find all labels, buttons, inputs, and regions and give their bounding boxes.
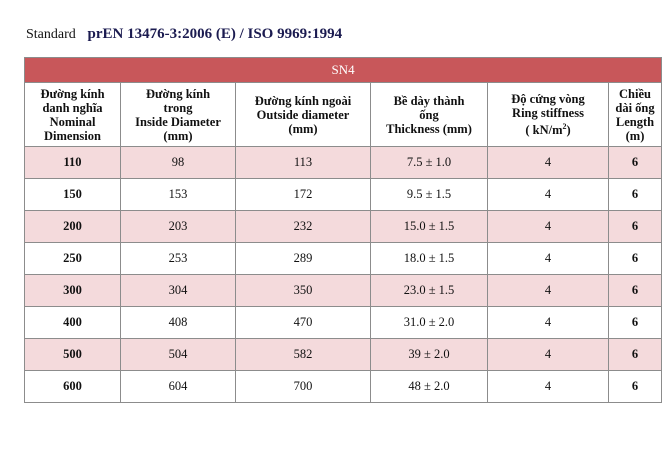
header-line: (mm) (163, 128, 193, 143)
cell-nominal-dimension: 110 (24, 146, 121, 179)
cell-ring-stiffness: 4 (487, 178, 609, 211)
header-line: ( kN/m2) (488, 120, 608, 137)
cell-nominal-dimension: 400 (24, 306, 121, 339)
spec-table: SN4 Đường kính danh nghĩa Nominal Dimension… (23, 57, 663, 403)
cell-inside-diameter: 98 (120, 146, 236, 179)
cell-inside-diameter: 504 (120, 338, 236, 371)
cell-inside-diameter: 408 (120, 306, 236, 339)
header-line: Đường kính (40, 86, 105, 101)
header-line: Đường kính ngoài (254, 93, 352, 108)
header-ring-stiffness: Độ cứng vòng Ring stiffness( kN/m2) (487, 82, 609, 147)
table-row: 300 304 350 23.0 ± 1.5 4 6 (24, 274, 663, 307)
cell-nominal-dimension: 500 (24, 338, 121, 371)
header-outside-diameter: Đường kính ngoài Outside diameter (mm) (235, 82, 371, 147)
cell-length: 6 (607, 178, 663, 211)
cell-outside-diameter: 172 (235, 178, 371, 211)
cell-ring-stiffness: 4 (487, 274, 609, 307)
cell-length: 6 (607, 306, 663, 339)
header-nominal-dimension: Đường kính danh nghĩa Nominal Dimension (24, 82, 121, 147)
cell-ring-stiffness: 4 (487, 242, 609, 275)
cell-thickness: 15.0 ± 1.5 (370, 210, 488, 243)
cell-thickness: 23.0 ± 1.5 (370, 274, 488, 307)
cell-outside-diameter: 232 (235, 210, 371, 243)
header-line: Độ cứng vòng (511, 91, 585, 106)
cell-outside-diameter: 350 (235, 274, 371, 307)
header-line: Dimension (44, 128, 101, 143)
cell-length: 6 (607, 370, 663, 403)
cell-length: 6 (607, 338, 663, 371)
table-row: 500 504 582 39 ± 2.0 4 6 (24, 338, 663, 371)
cell-outside-diameter: 289 (235, 242, 371, 275)
cell-nominal-dimension: 200 (24, 210, 121, 243)
cell-length: 6 (607, 210, 663, 243)
header-line: (mm) (288, 121, 318, 136)
header-line: Đường kính (145, 86, 211, 101)
cell-inside-diameter: 203 (120, 210, 236, 243)
cell-outside-diameter: 582 (235, 338, 371, 371)
header-row: Đường kính danh nghĩa Nominal Dimension Đườn… (24, 82, 663, 147)
header-line: dài ống (615, 100, 655, 115)
cell-outside-diameter: 113 (235, 146, 371, 179)
header-inside-diameter: Đường kính trong Inside Diameter (mm) (120, 82, 236, 147)
cell-ring-stiffness: 4 (487, 306, 609, 339)
cell-length: 6 (607, 242, 663, 275)
ring-unit-close: ) (566, 123, 571, 138)
cell-nominal-dimension: 150 (24, 178, 121, 211)
cell-ring-stiffness: 4 (487, 146, 609, 179)
cell-inside-diameter: 153 (120, 178, 236, 211)
cell-thickness: 48 ± 2.0 (370, 370, 488, 403)
standard-label: Standard (26, 27, 76, 42)
cell-ring-stiffness: 4 (487, 338, 609, 371)
header-length: Chiều dài ống Length (m) (607, 82, 663, 147)
header-line: Inside Diameter (135, 114, 221, 129)
table-row: 200 203 232 15.0 ± 1.5 4 6 (24, 210, 663, 243)
standard-value: prEN 13476-3:2006 (E) / ISO 9969:1994 (87, 26, 343, 42)
header-line: trong (163, 100, 193, 115)
cell-nominal-dimension: 300 (24, 274, 121, 307)
table-row: 600 604 700 48 ± 2.0 4 6 (24, 370, 663, 403)
cell-nominal-dimension: 600 (24, 370, 121, 403)
cell-inside-diameter: 604 (120, 370, 236, 403)
table-row: 110 98 113 7.5 ± 1.0 4 6 (24, 146, 663, 179)
header-thickness: Bề dày thành ống Thickness (mm) (370, 82, 488, 147)
cell-nominal-dimension: 250 (24, 242, 121, 275)
table-title: SN4 (23, 57, 663, 83)
cell-ring-stiffness: 4 (487, 210, 609, 243)
cell-length: 6 (607, 146, 663, 179)
cell-thickness: 18.0 ± 1.5 (370, 242, 488, 275)
cell-thickness: 9.5 ± 1.5 (370, 178, 488, 211)
header-line: Ring stiffness (512, 105, 584, 120)
header-line: Outside diameter (256, 107, 350, 122)
header-line: Bề dày thành (393, 93, 465, 108)
cell-length: 6 (607, 274, 663, 307)
cell-ring-stiffness: 4 (487, 370, 609, 403)
ring-unit-superscript: 2 (562, 121, 567, 131)
cell-thickness: 31.0 ± 2.0 (370, 306, 488, 339)
header-line: Chiều (619, 86, 651, 101)
header-line: Thickness (mm) (386, 121, 472, 136)
table-row: 150 153 172 9.5 ± 1.5 4 6 (24, 178, 663, 211)
cell-thickness: 39 ± 2.0 (370, 338, 488, 371)
cell-inside-diameter: 304 (120, 274, 236, 307)
cell-outside-diameter: 470 (235, 306, 371, 339)
table-body: 110 98 113 7.5 ± 1.0 4 6 150 153 172 9.5 ± 1.5 4 6 2… (24, 146, 663, 403)
cell-inside-diameter: 253 (120, 242, 236, 275)
table-row: 250 253 289 18.0 ± 1.5 4 6 (24, 242, 663, 275)
header-line: ống (419, 107, 439, 122)
header-line: Nominal (49, 114, 96, 129)
cell-thickness: 7.5 ± 1.0 (370, 146, 488, 179)
header-line: danh nghĩa (42, 100, 103, 115)
header-line: Length (615, 114, 655, 129)
table-row: 400 408 470 31.0 ± 2.0 4 6 (24, 306, 663, 339)
standard-line: Standard prEN 13476-3:2006 (E) / ISO 996… (26, 26, 342, 43)
ring-unit-text: ( kN/m (525, 123, 563, 138)
cell-outside-diameter: 700 (235, 370, 371, 403)
header-line: (m) (625, 128, 645, 143)
